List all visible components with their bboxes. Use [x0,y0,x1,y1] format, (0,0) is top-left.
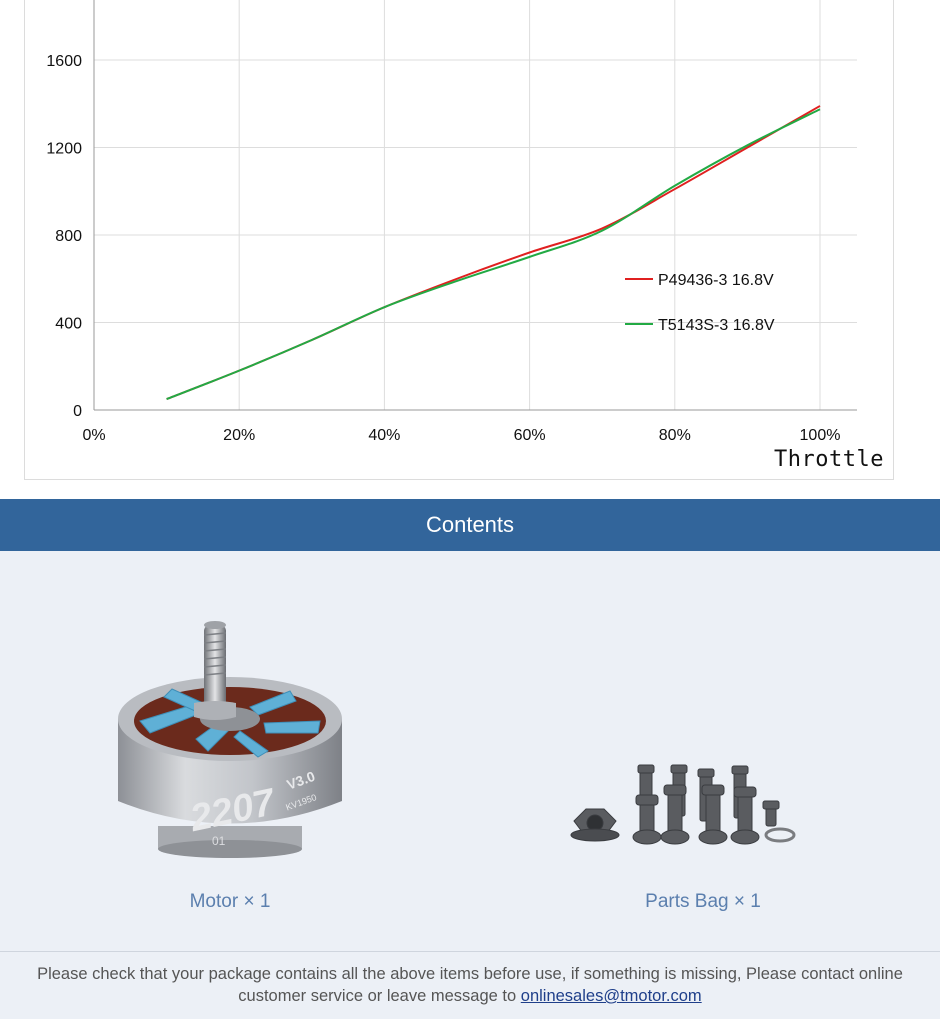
contents-area: 2207 V3.0 KV1950 01 Motor × 1 [0,551,940,951]
y-tick-label: 800 [55,228,82,245]
item-label-motor: Motor × 1 [189,891,271,912]
throttle-chart: 0% 20% 40% 60% 80% 100% 0 400 800 1200 1600 P49436-… [46,0,857,444]
motor-base: 01 [212,834,226,848]
x-tick-label: 100% [800,427,841,444]
x-tick-label: 20% [223,427,255,444]
series-line-1 [166,105,821,400]
chart-frame [24,0,894,480]
contact-email-link[interactable]: onlinesales@tmotor.com [520,987,702,1005]
item-label-parts-bag: Parts Bag × 1 [645,891,761,912]
chart-section: 0% 20% 40% 60% 80% 100% 0 400 800 1200 1600 P49436-… [0,0,940,499]
motor-image: 2207 V3.0 KV1950 01 [118,621,342,858]
y-tick-label: 0 [73,403,82,420]
footer-notice: Please check that your package contains … [0,951,940,1019]
y-tick-label: 1200 [46,141,82,158]
legend-label-1: P49436-3 16.8V [658,272,774,289]
x-tick-label: 60% [514,427,546,444]
x-axis-label: Throttle [774,447,884,472]
x-tick-label: 40% [368,427,400,444]
x-tick-label: 80% [659,427,691,444]
legend-label-2: T5143S-3 16.8V [658,317,775,334]
parts-bag-image [570,764,796,845]
footer-text: Please check that your package contains … [37,965,903,1005]
x-tick-label: 0% [82,427,105,444]
contents-banner: Contents [0,499,940,551]
y-tick-label: 1600 [46,53,82,70]
y-tick-label: 400 [55,316,82,333]
series-line-2 [166,108,821,400]
contents-title: Contents [425,512,515,537]
